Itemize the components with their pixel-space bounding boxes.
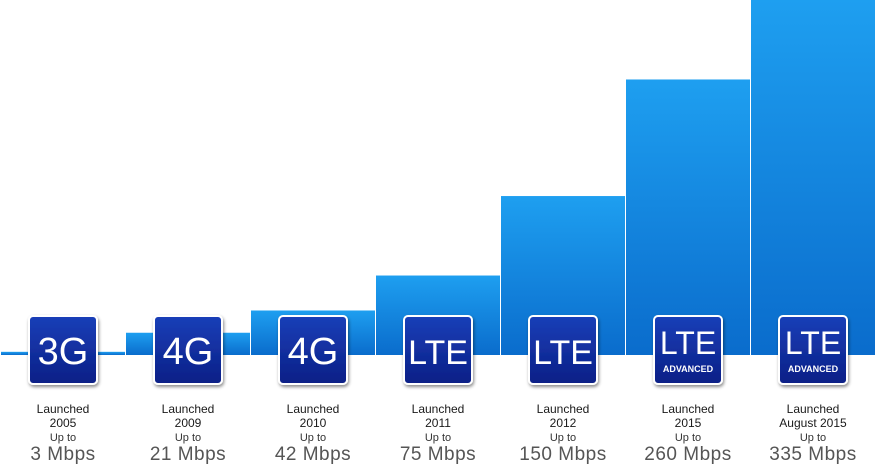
launch-year-0: 2005 [49, 416, 77, 430]
speed-label-4: 150 Mbps [519, 444, 607, 465]
speed-label-0: 3 Mbps [30, 444, 96, 465]
launched-word-1: Launched [161, 402, 215, 416]
launch-year-1: 2009 [174, 416, 202, 430]
upto-label-5: Up to [674, 432, 702, 444]
upto-label-6: Up to [799, 432, 827, 444]
launch-year-2: 2010 [299, 416, 327, 430]
badge-sublabel-5: ADVANCED [663, 364, 714, 374]
launch-year-6: August 2015 [779, 416, 847, 430]
badge-0: 3G [28, 315, 98, 385]
launched-word-2: Launched [286, 402, 340, 416]
launched-word-3: Launched [411, 402, 465, 416]
badge-label-6: LTE [785, 325, 841, 361]
upto-label-3: Up to [424, 432, 452, 444]
speed-label-6: 335 Mbps [769, 444, 857, 465]
launched-word-4: Launched [536, 402, 590, 416]
badge-box-6 [778, 315, 848, 385]
badge-box-1 [153, 315, 223, 385]
bar-6 [751, 0, 875, 355]
badge-label-2: 4G [288, 331, 339, 373]
launched-label-1: Launched 2009 [126, 402, 250, 430]
badge-sublabel-6: ADVANCED [788, 364, 839, 374]
upto-label-0: Up to [49, 432, 77, 444]
badge-5: LTE ADVANCED [653, 315, 723, 385]
launch-year-5: 2015 [674, 416, 702, 430]
upto-label-4: Up to [549, 432, 577, 444]
speed-label-1: 21 Mbps [149, 444, 227, 465]
speed-label-2: 42 Mbps [274, 444, 352, 465]
launched-word-6: Launched [786, 402, 840, 416]
badge-box-2 [278, 315, 348, 385]
launched-label-3: Launched 2011 [376, 402, 500, 430]
launched-label-0: Launched 2005 [1, 402, 125, 430]
speed-label-5: 260 Mbps [644, 444, 732, 465]
upto-label-1: Up to [174, 432, 202, 444]
speed-label-3: 75 Mbps [399, 444, 477, 465]
badge-3: LTE [403, 315, 473, 385]
launched-label-6: Launched August 2015 [751, 402, 875, 430]
badge-label-5: LTE [660, 325, 716, 361]
badge-box-4 [528, 315, 598, 385]
badge-label-1: 4G [163, 331, 214, 373]
badge-6: LTE ADVANCED [778, 315, 848, 385]
launched-label-5: Launched 2015 [626, 402, 750, 430]
launch-year-4: 2012 [549, 416, 577, 430]
badges-group: 3G 4G 4G LTE LTE LTE ADVANCED LTE ADVANCED [28, 315, 848, 385]
badge-label-0: 3G [38, 331, 89, 373]
badge-2: 4G [278, 315, 348, 385]
upto-label-2: Up to [299, 432, 327, 444]
launch-year-3: 2011 [425, 416, 451, 430]
launched-label-2: Launched 2010 [251, 402, 375, 430]
badge-1: 4G [153, 315, 223, 385]
launched-word-0: Launched [36, 402, 90, 416]
badge-label-4: LTE [533, 334, 593, 372]
badge-4: LTE [528, 315, 598, 385]
launched-word-5: Launched [661, 402, 715, 416]
badge-box-5 [653, 315, 723, 385]
bar-5 [626, 79, 750, 356]
bars-group [1, 0, 875, 356]
launched-label-4: Launched 2012 [501, 402, 625, 430]
badge-box-3 [403, 315, 473, 385]
badge-box-0 [28, 315, 98, 385]
badge-label-3: LTE [408, 334, 468, 372]
